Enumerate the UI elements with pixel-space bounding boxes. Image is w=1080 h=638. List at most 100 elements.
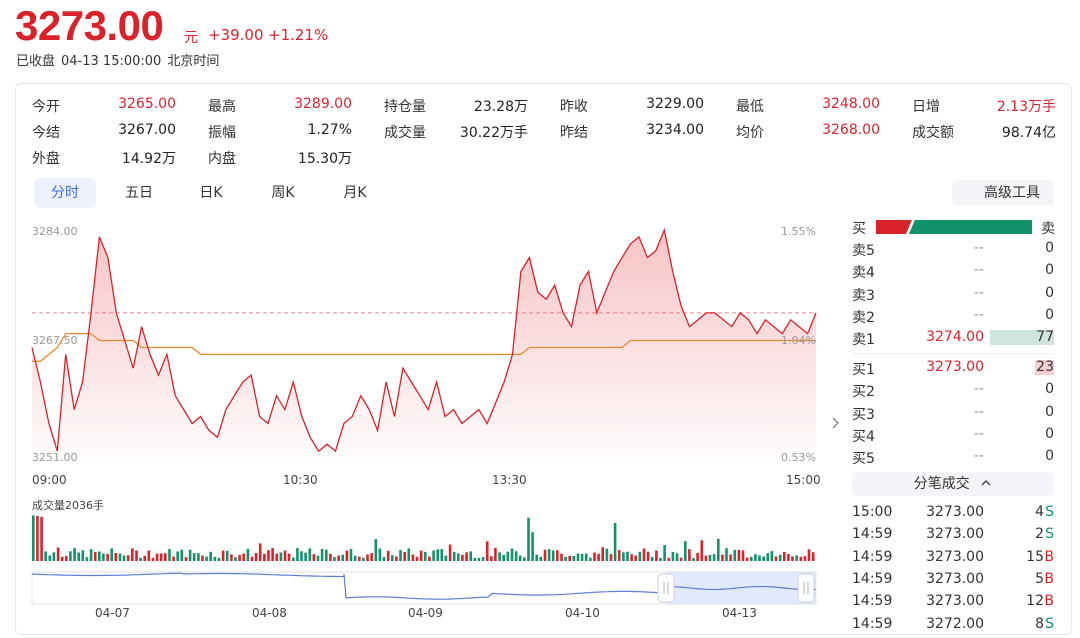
volume-bar xyxy=(159,553,163,561)
volume-bar xyxy=(580,554,584,561)
volume-bar xyxy=(444,555,448,561)
volume-bar xyxy=(386,550,390,561)
tab-0[interactable]: 分时 xyxy=(34,178,96,208)
volume-bar xyxy=(110,548,113,561)
level-name: 买2 xyxy=(852,384,875,401)
tick-row: 14:59 3273.00 5 B xyxy=(852,569,1054,591)
pct-max-label: 1.55% xyxy=(781,225,816,238)
volume-bar xyxy=(688,549,691,561)
volume-bar xyxy=(139,557,142,561)
price-change-pct: +1.21% xyxy=(268,26,329,44)
volume-bar xyxy=(271,548,274,561)
volume-bar xyxy=(506,551,510,561)
volume-bar xyxy=(73,548,76,561)
tab-2[interactable]: 日K xyxy=(199,185,223,201)
bid-level-4[interactable]: 买4 -- 0 xyxy=(852,424,1054,446)
quote-value: 3289.00 xyxy=(294,96,352,112)
overview-date-0407: 04-07 xyxy=(95,606,130,620)
advanced-tools-button[interactable]: 高级工具 xyxy=(952,180,1054,206)
level-price: -- xyxy=(973,381,984,398)
volume-bar xyxy=(135,550,138,561)
volume-bar xyxy=(502,554,505,561)
tab-3[interactable]: 周K xyxy=(271,185,295,201)
volume-bar xyxy=(411,554,415,561)
volume-bar xyxy=(320,548,324,561)
tick-price: 3273.00 xyxy=(926,504,984,520)
quote-value: 3268.00 xyxy=(822,122,880,138)
volume-bar xyxy=(547,549,551,561)
volume-bar xyxy=(609,554,613,561)
level-volume-bar xyxy=(990,330,1054,346)
ask-level-4[interactable]: 卖4 -- 0 xyxy=(852,260,1054,282)
volume-bar xyxy=(481,557,485,561)
last-price: 3273.00 xyxy=(15,2,164,49)
level-volume: 0 xyxy=(1045,306,1054,323)
chevron-right-icon[interactable] xyxy=(830,415,842,431)
bid-level-2[interactable]: 买2 -- 0 xyxy=(852,379,1054,401)
volume-bar xyxy=(448,544,452,561)
ask-level-2[interactable]: 卖2 -- 0 xyxy=(852,305,1054,327)
volume-bar xyxy=(527,517,530,561)
bid-level-5[interactable]: 买5 -- 0 xyxy=(852,446,1054,468)
ask-level-5[interactable]: 卖5 -- 0 xyxy=(852,238,1054,260)
tab-1[interactable]: 五日 xyxy=(125,185,153,201)
bid-level-1[interactable]: 买1 3273.00 23 xyxy=(852,357,1054,379)
volume-bar xyxy=(345,550,349,561)
tick-side: B xyxy=(1044,548,1054,565)
price-area xyxy=(32,230,816,458)
volume-bar xyxy=(201,555,204,561)
volume-bar xyxy=(378,548,382,561)
buy-sell-ratio-bar xyxy=(876,220,1032,234)
tick-trades-toggle[interactable]: 分笔成交 xyxy=(852,472,1054,496)
volume-bar xyxy=(708,555,712,561)
volume-bar xyxy=(258,543,262,561)
volume-bar xyxy=(254,553,258,561)
time-label-1330: 13:30 xyxy=(492,473,527,487)
quote-label: 最高 xyxy=(208,99,236,115)
overview-handle-right[interactable] xyxy=(797,573,815,603)
overview-navigator[interactable] xyxy=(30,570,820,606)
market-status: 已收盘 xyxy=(16,54,56,69)
bid-level-3[interactable]: 买3 -- 0 xyxy=(852,402,1054,424)
level-volume: 0 xyxy=(1045,284,1054,301)
volume-bar xyxy=(473,558,477,561)
volume-bar xyxy=(795,555,798,561)
volume-bar xyxy=(452,551,456,561)
volume-bar xyxy=(469,551,472,561)
volume-bar xyxy=(192,553,196,561)
volume-bar xyxy=(221,550,225,561)
volume-bar xyxy=(77,552,80,561)
intraday-price-chart[interactable]: 3284.00 3267.50 3251.00 1.55% 1.04% 0.53… xyxy=(30,220,820,470)
overview-handle-left[interactable] xyxy=(657,573,675,603)
volume-bar xyxy=(238,555,241,561)
level-name: 买1 xyxy=(852,362,875,378)
tick-volume: 8 xyxy=(1035,615,1044,632)
volume-bar xyxy=(589,557,592,561)
quote-label: 最低 xyxy=(736,99,764,115)
tick-side: B xyxy=(1044,570,1054,587)
volume-bar xyxy=(44,551,47,561)
volume-bar xyxy=(151,557,155,561)
volume-bar xyxy=(168,549,171,561)
time-label-1500: 15:00 xyxy=(786,473,821,487)
volume-bar xyxy=(667,557,671,561)
ask-level-3[interactable]: 卖3 -- 0 xyxy=(852,283,1054,305)
volume-bar xyxy=(630,554,633,561)
volume-bar xyxy=(126,555,130,561)
volume-bar xyxy=(745,557,749,561)
volume-bar xyxy=(341,554,345,561)
volume-bar xyxy=(510,548,514,561)
volume-bar xyxy=(69,551,72,561)
pct-mid-label: 1.04% xyxy=(781,334,816,347)
volume-bar xyxy=(642,548,646,561)
volume-bar xyxy=(778,554,782,561)
y-mid-label: 3267.50 xyxy=(32,334,78,347)
level-price: -- xyxy=(973,448,984,465)
tab-4[interactable]: 月K xyxy=(343,185,367,201)
ask-level-1[interactable]: 卖1 3274.00 77 xyxy=(852,327,1054,349)
volume-bar xyxy=(531,532,534,561)
volume-bar xyxy=(391,555,394,561)
tick-price: 3273.00 xyxy=(926,593,984,610)
volume-bar xyxy=(601,547,604,561)
volume-bar xyxy=(407,548,411,561)
